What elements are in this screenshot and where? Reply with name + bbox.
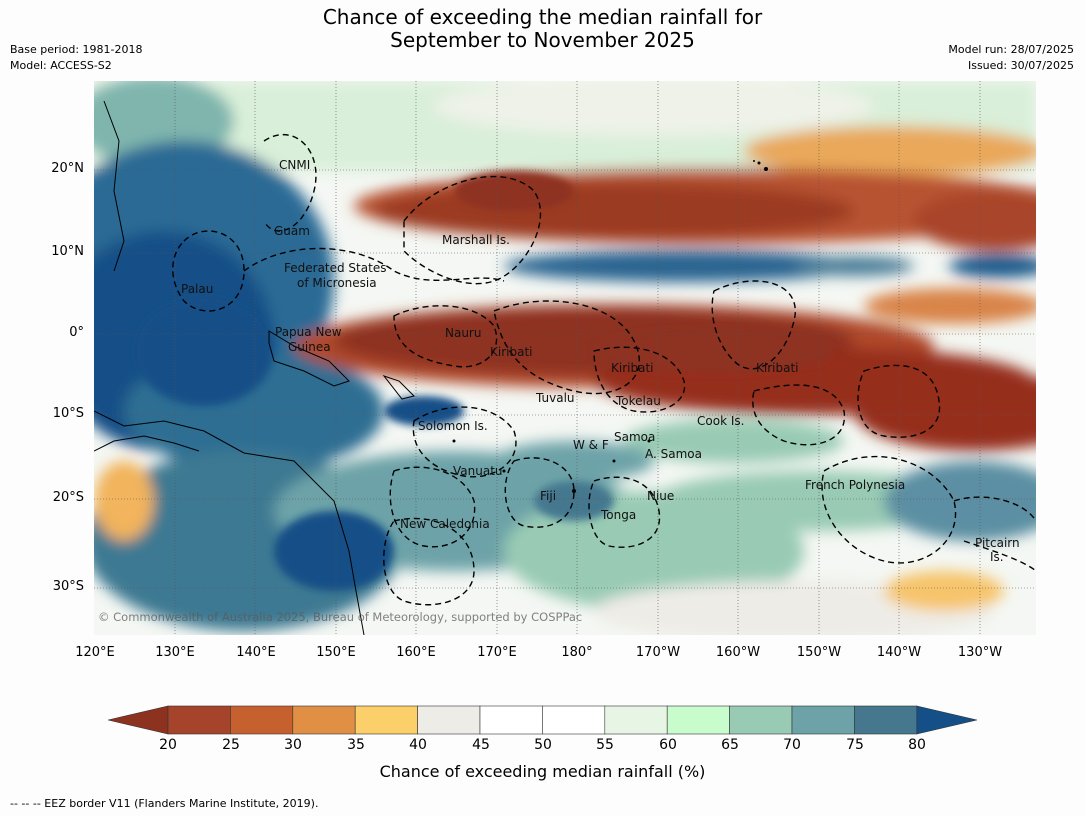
place-cnmi: CNMI: [279, 158, 311, 172]
colorbar-tick-30: 30: [284, 737, 302, 753]
lon-label-130e: 130°E: [155, 645, 195, 660]
place-marshall: Marshall Is.: [442, 233, 510, 247]
place-pitcairn-line1: Pitcairn: [975, 536, 1020, 550]
map-canvas: [94, 81, 1036, 635]
colorbar-swatch: [542, 705, 606, 735]
colorbar-tick-50: 50: [534, 737, 552, 753]
lon-label-120e: 120°E: [75, 645, 115, 660]
place-png-line2: Guinea: [288, 340, 331, 354]
place-samoa: Samoa: [614, 430, 656, 444]
place-cook: Cook Is.: [697, 414, 745, 428]
lat-label-0: 0°: [69, 325, 84, 340]
eez-borders: [172, 134, 1036, 606]
colorbar-svg: [107, 705, 978, 735]
graticule: [94, 81, 1036, 635]
eez-border-note: -- -- -- EEZ border V11 (Flanders Marine…: [10, 797, 319, 810]
lon-label-150e: 150°E: [316, 645, 356, 660]
issued-date: Issued: 30/07/2025: [967, 59, 1074, 72]
lon-label-180: 180°: [561, 645, 593, 660]
coastlines: [94, 100, 415, 635]
lon-label-150w: 150°W: [796, 645, 842, 660]
lat-label-20n: 20°N: [51, 161, 84, 176]
base-period: Base period: 1981-2018: [10, 43, 143, 56]
place-kiribati-central: Kiribati: [611, 361, 654, 375]
place-fiji: Fiji: [540, 489, 557, 503]
islands: [452, 160, 768, 493]
place-tonga: Tonga: [601, 508, 637, 522]
place-kiribati-west: Kiribati: [490, 345, 533, 359]
title-line-1: Chance of exceeding the median rainfall …: [322, 5, 763, 29]
lon-label-160w: 160°W: [715, 645, 761, 660]
lon-label-170e: 170°E: [477, 645, 517, 660]
place-guam: Guam: [274, 224, 310, 238]
model-run: Model run: 28/07/2025: [948, 43, 1074, 56]
colorbar-swatch: [292, 705, 356, 735]
colorbar-swatch: [354, 705, 418, 735]
colorbar-under-arrow: [107, 705, 169, 735]
colorbar-tick-70: 70: [783, 737, 801, 753]
colorbar-swatch: [479, 705, 543, 735]
colorbar-over-arrow: [916, 705, 978, 735]
colorbar-tick-40: 40: [409, 737, 427, 753]
meta-left: Base period: 1981-2018 Model: ACCESS-S2: [10, 42, 142, 74]
colorbar-tick-60: 60: [659, 737, 677, 753]
colorbar-swatch: [854, 705, 918, 735]
model-name: Model: ACCESS-S2: [10, 59, 112, 72]
colorbar-tick-55: 55: [596, 737, 614, 753]
rainfall-detail: [134, 171, 834, 591]
place-png-line1: Papua New: [275, 325, 342, 339]
colorbar-swatch: [167, 705, 231, 735]
colorbar-tick-20: 20: [159, 737, 177, 753]
colorbar-tick-75: 75: [846, 737, 864, 753]
lat-label-10s: 10°S: [52, 406, 84, 421]
colorbar-swatch: [417, 705, 481, 735]
place-fsm-line1: Federated States: [284, 261, 387, 275]
lon-label-160e: 160°E: [396, 645, 436, 660]
lon-label-130w: 130°W: [957, 645, 1003, 660]
place-tokelau: Tokelau: [616, 394, 661, 408]
lon-label-140e: 140°E: [236, 645, 276, 660]
title-line-2: September to November 2025: [390, 28, 695, 52]
lat-label-10n: 10°N: [51, 244, 84, 259]
place-vanuatu: Vanuatu: [453, 464, 503, 478]
place-nauru: Nauru: [445, 326, 482, 340]
colorbar-tick-35: 35: [347, 737, 365, 753]
colorbar-swatch: [791, 705, 855, 735]
place-niue: Niue: [647, 489, 675, 503]
place-american-samoa: A. Samoa: [645, 447, 702, 461]
place-palau: Palau: [181, 282, 214, 296]
colorbar-tick-80: 80: [908, 737, 926, 753]
lon-label-170w: 170°W: [635, 645, 681, 660]
colorbar-swatch: [729, 705, 793, 735]
place-kiribati-east: Kiribati: [756, 361, 799, 375]
meta-right: Model run: 28/07/2025 Issued: 30/07/2025: [948, 42, 1074, 74]
colorbar-title: Chance of exceeding median rainfall (%): [379, 762, 706, 781]
rainfall-map: [94, 81, 1036, 635]
colorbar-tick-45: 45: [472, 737, 490, 753]
colorbar-swatch: [230, 705, 294, 735]
map-title: Chance of exceeding the median rainfall …: [0, 6, 1085, 52]
place-pitcairn-line2: Is.: [990, 550, 1004, 564]
colorbar-swatch: [666, 705, 730, 735]
place-new-caledonia: New Caledonia: [400, 517, 490, 531]
copyright-notice: © Commonwealth of Australia 2025, Bureau…: [98, 610, 583, 624]
place-french-polynesia: French Polynesia: [805, 478, 906, 492]
colorbar-tick-65: 65: [721, 737, 739, 753]
place-fsm-line2: of Micronesia: [297, 276, 377, 290]
lat-label-30s: 30°S: [52, 579, 84, 594]
lat-label-20s: 20°S: [52, 490, 84, 505]
place-wallis-futuna: W & F: [573, 438, 609, 452]
place-solomon: Solomon Is.: [418, 419, 488, 433]
lon-label-140w: 140°W: [876, 645, 922, 660]
colorbar-swatch: [604, 705, 668, 735]
colorbar-tick-25: 25: [222, 737, 240, 753]
colorbar: [107, 705, 978, 735]
place-tuvalu: Tuvalu: [536, 391, 575, 405]
